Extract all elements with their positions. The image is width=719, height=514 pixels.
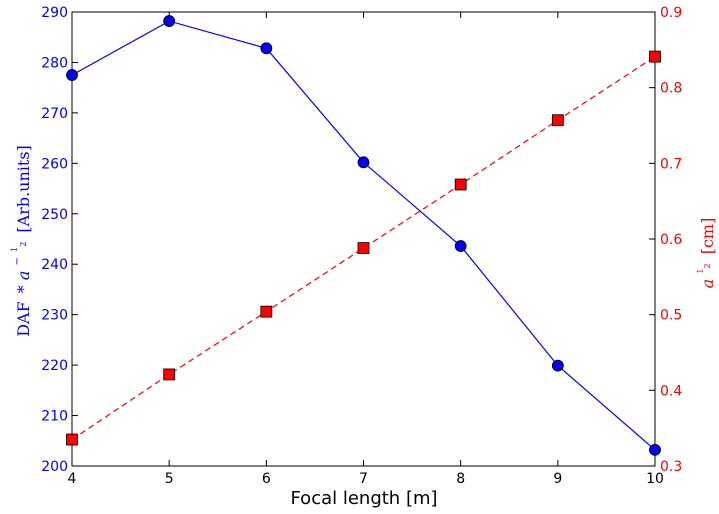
a-half-data-point xyxy=(454,178,467,191)
daf-data-point xyxy=(66,69,78,81)
a-half-data-point xyxy=(260,305,273,318)
x-tick-label: 10 xyxy=(646,471,664,487)
left-axis-label: DAF * a − 1 2 [Arb.units] xyxy=(2,145,33,337)
series-layer xyxy=(66,15,661,456)
left-tick-label: 210 xyxy=(41,409,68,425)
right-axis-label-var: a xyxy=(698,279,717,289)
svg-text:a 1 2 [cm]: a 1 2 [cm] xyxy=(688,218,717,289)
left-tick-label: 290 xyxy=(41,5,68,21)
daf-data-point xyxy=(649,443,661,456)
right-axis-ticks: 0.3 0.4 0.5 0.6 0.7 0.8 0.9 xyxy=(649,5,682,475)
x-tick-label: 7 xyxy=(359,471,368,487)
left-axis-label-units: [Arb.units] xyxy=(14,145,33,232)
x-tick-label: 8 xyxy=(456,471,465,487)
right-tick-label: 0.9 xyxy=(660,5,682,21)
x-tick-label: 5 xyxy=(165,471,174,487)
left-axis-label-var: a xyxy=(14,271,33,281)
right-axis-label: a 1 2 [cm] xyxy=(688,218,717,289)
left-tick-label: 280 xyxy=(41,55,68,71)
x-axis-ticks: 4 5 6 7 8 9 10 xyxy=(68,12,664,487)
right-tick-label: 0.4 xyxy=(660,383,682,399)
right-tick-label: 0.8 xyxy=(660,81,682,97)
right-tick-label: 0.7 xyxy=(660,156,682,172)
a-half-data-point xyxy=(551,114,564,127)
daf-data-point xyxy=(454,240,467,252)
svg-text:DAF * a −: DAF * a − 1 2 [Arb.units] xyxy=(2,145,33,337)
left-tick-label: 220 xyxy=(41,358,68,374)
left-tick-label: 230 xyxy=(41,308,68,324)
a-half-data-point xyxy=(357,242,370,254)
a-half-data-point xyxy=(649,50,661,63)
a-half-data-point xyxy=(66,433,78,446)
x-tick-label: 4 xyxy=(68,471,77,487)
right-axis-label-frac-num: 1 xyxy=(696,269,705,274)
a-half-data-point xyxy=(163,368,176,381)
right-axis-label-units: [cm] xyxy=(698,218,717,255)
right-tick-label: 0.3 xyxy=(660,459,682,475)
left-axis-label-main: DAF xyxy=(14,301,33,336)
daf-data-point xyxy=(260,42,273,55)
daf-data-point xyxy=(551,359,564,372)
right-tick-label: 0.5 xyxy=(660,308,682,324)
left-axis-label-minus: − xyxy=(12,257,23,265)
left-axis-label-op: * xyxy=(14,285,33,293)
left-tick-label: 260 xyxy=(41,156,68,172)
x-axis-label: Focal length [m] xyxy=(290,488,437,509)
left-tick-label: 240 xyxy=(41,257,68,273)
right-axis-label-frac-den: 2 xyxy=(703,263,712,268)
daf-data-point xyxy=(163,15,176,27)
right-tick-label: 0.6 xyxy=(660,232,682,248)
daf-data-point xyxy=(357,156,370,169)
x-tick-label: 6 xyxy=(262,471,271,487)
left-axis-ticks: 200 210 220 230 240 250 260 270 280 290 xyxy=(41,5,78,475)
left-axis-label-frac-num: 1 xyxy=(10,247,19,252)
left-axis-label-frac-den: 2 xyxy=(19,242,28,247)
left-tick-label: 270 xyxy=(41,106,68,122)
x-tick-label: 9 xyxy=(553,471,562,487)
left-tick-label: 200 xyxy=(41,459,68,475)
left-tick-label: 250 xyxy=(41,207,68,223)
